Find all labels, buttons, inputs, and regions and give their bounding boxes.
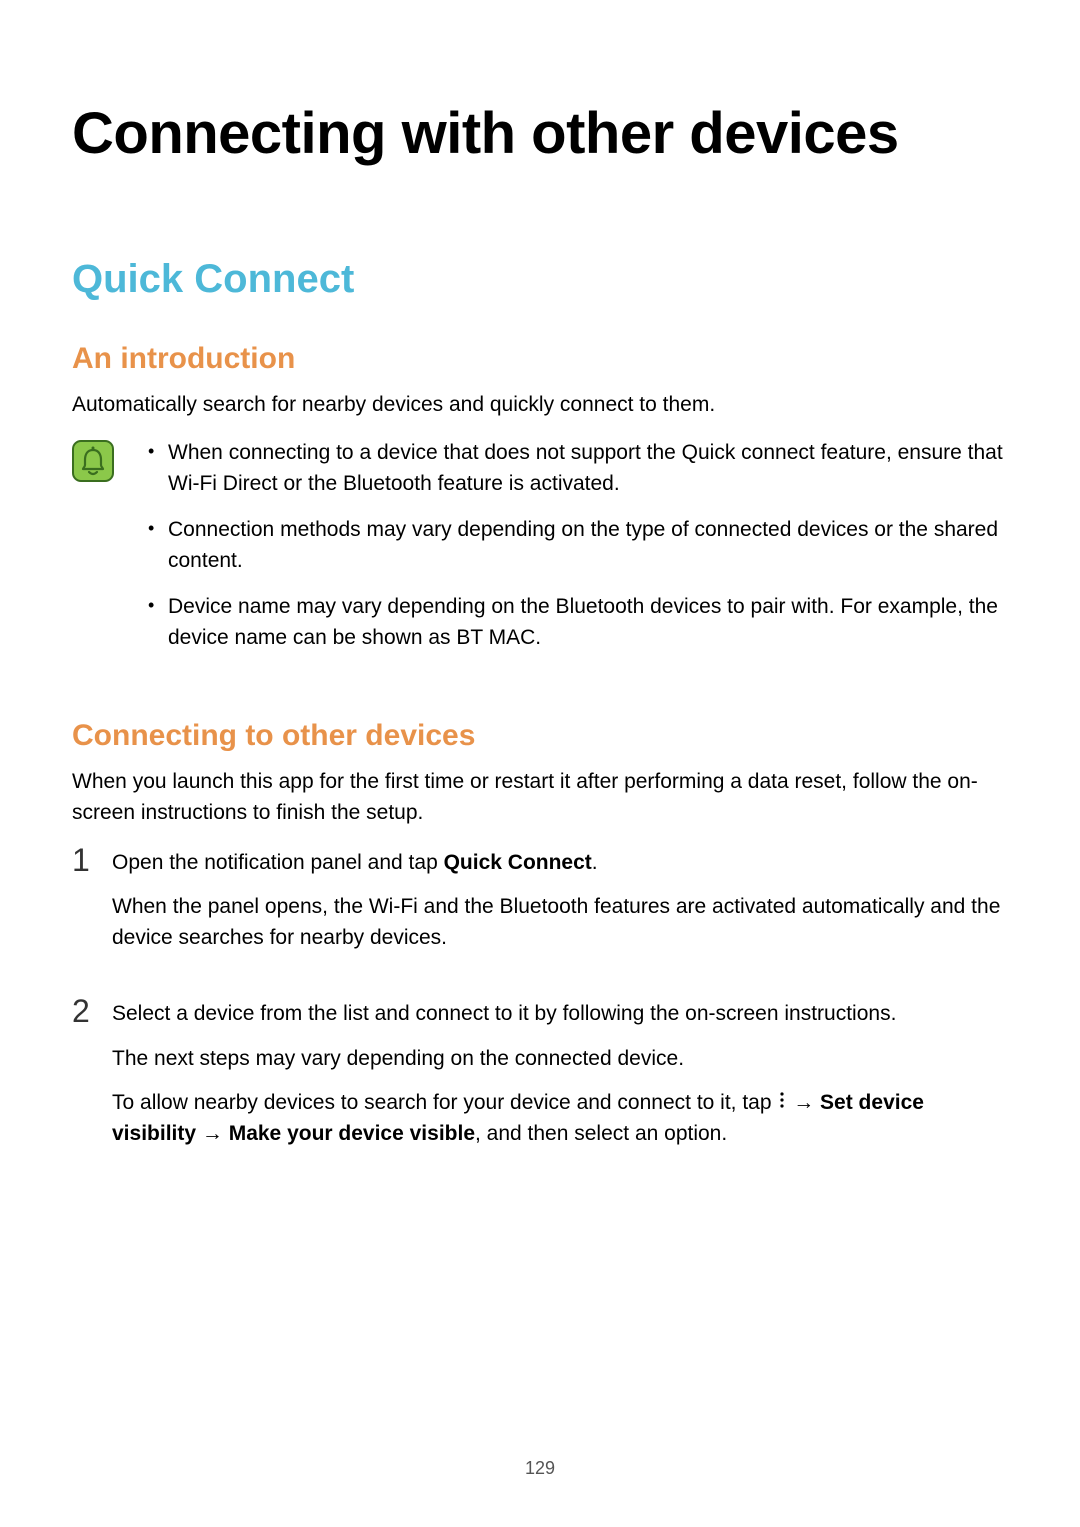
note-bullet-item: Connection methods may vary depending on…: [148, 515, 1008, 576]
step1-bold: Quick Connect: [444, 851, 592, 874]
step2-pre: To allow nearby devices to search for yo…: [112, 1091, 777, 1114]
note-bullet-item: When connecting to a device that does no…: [148, 438, 1008, 499]
step2-post: , and then select an option.: [475, 1122, 727, 1145]
step-content: Open the notification panel and tap Quic…: [112, 848, 1008, 967]
step-number: 2: [72, 995, 112, 1027]
step-text: When the panel opens, the Wi-Fi and the …: [112, 892, 1008, 953]
step-text: The next steps may vary depending on the…: [112, 1044, 1008, 1074]
arrow-icon: →: [787, 1091, 820, 1114]
step-number: 1: [72, 844, 112, 876]
arrow-icon: →: [196, 1122, 229, 1145]
subsection-connecting-heading: Connecting to other devices: [72, 719, 1008, 753]
note-bullet-list: When connecting to a device that does no…: [148, 438, 1008, 669]
connecting-subsection: Connecting to other devices When you lau…: [72, 719, 1008, 1163]
step1-prefix: Open the notification panel and tap: [112, 851, 444, 874]
more-icon: [779, 1088, 785, 1118]
step-item: 1 Open the notification panel and tap Qu…: [72, 848, 1008, 967]
connecting-intro: When you launch this app for the first t…: [72, 767, 1008, 828]
bell-icon: [72, 440, 114, 482]
subsection-intro-heading: An introduction: [72, 342, 1008, 376]
section-title: Quick Connect: [72, 257, 1008, 302]
document-page: Connecting with other devices Quick Conn…: [0, 0, 1080, 1163]
page-number: 129: [0, 1458, 1080, 1479]
step-content: Select a device from the list and connec…: [112, 999, 1008, 1163]
step-text: Select a device from the list and connec…: [112, 999, 1008, 1029]
step1-suffix: .: [592, 851, 598, 874]
steps-list: 1 Open the notification panel and tap Qu…: [72, 848, 1008, 1163]
page-title: Connecting with other devices: [72, 100, 1008, 167]
step-text: Open the notification panel and tap Quic…: [112, 848, 1008, 878]
step-text: To allow nearby devices to search for yo…: [112, 1088, 1008, 1149]
note-block: When connecting to a device that does no…: [72, 438, 1008, 669]
step-item: 2 Select a device from the list and conn…: [72, 999, 1008, 1163]
step2-b2: Make your device visible: [229, 1122, 475, 1145]
note-bullet-item: Device name may vary depending on the Bl…: [148, 592, 1008, 653]
intro-text: Automatically search for nearby devices …: [72, 390, 1008, 420]
